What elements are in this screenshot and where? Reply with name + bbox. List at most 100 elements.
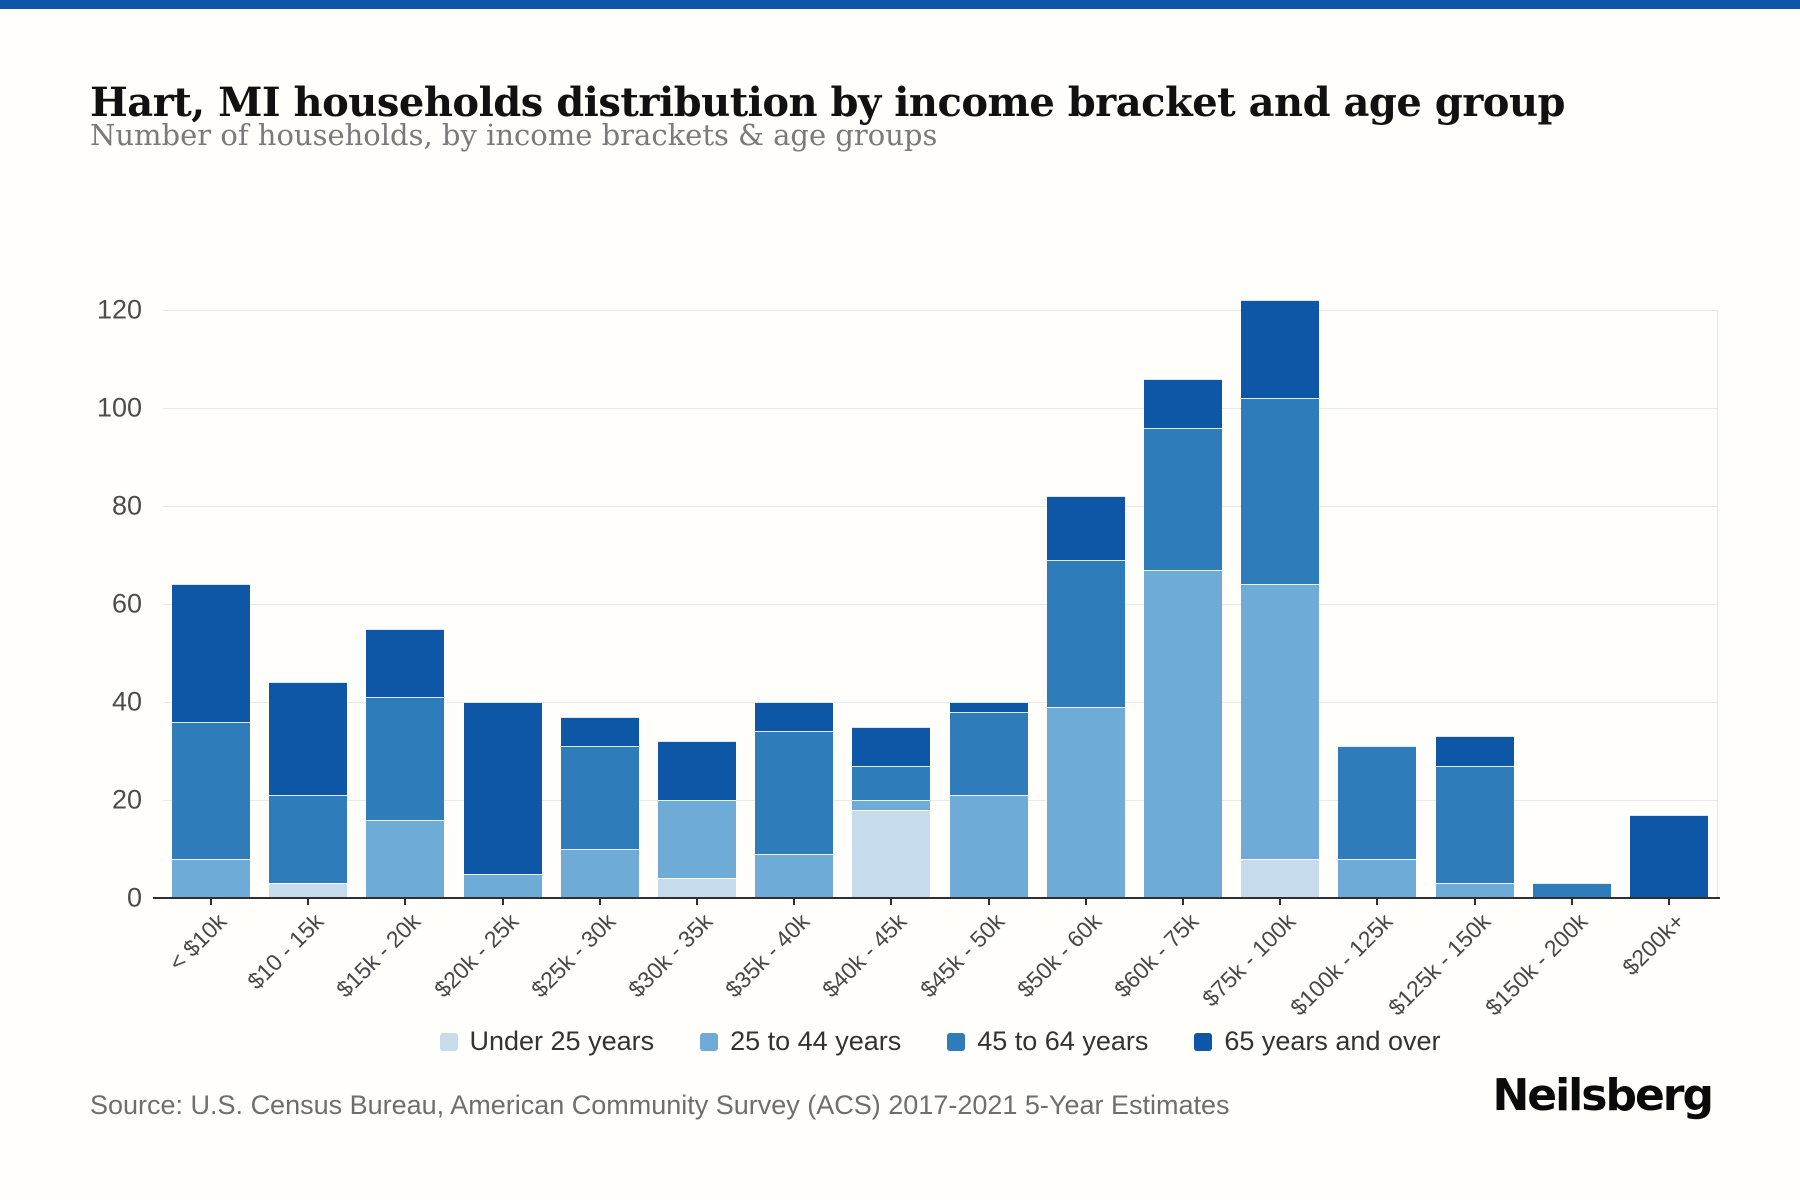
bar-segment[interactable]	[366, 819, 445, 898]
x-axis-tick	[1376, 898, 1379, 905]
legend-item-65-years-and-over[interactable]: 65 years and over	[1194, 1026, 1441, 1057]
legend-label: 25 to 44 years	[730, 1026, 902, 1056]
bar-segment[interactable]	[463, 873, 542, 898]
y-gridline	[163, 604, 1717, 605]
bar-$25k - 30k	[560, 0, 639, 898]
bar-segment[interactable]	[1046, 706, 1125, 898]
bar-segment[interactable]	[1241, 584, 1320, 859]
bar-segment[interactable]	[366, 697, 445, 820]
bar-segment[interactable]	[560, 716, 639, 747]
bar-segment[interactable]	[1046, 496, 1125, 560]
bar-segment[interactable]	[269, 883, 348, 898]
y-gridline	[163, 702, 1717, 703]
bar-segment[interactable]	[949, 702, 1028, 712]
plot-right-border	[1717, 310, 1718, 898]
legend-swatch-icon	[700, 1032, 719, 1051]
bar-segment[interactable]	[755, 853, 834, 898]
bar-segment[interactable]	[852, 809, 931, 898]
bar-segment[interactable]	[1144, 378, 1222, 428]
bar-segment[interactable]	[1630, 814, 1708, 898]
bar-segment[interactable]	[1241, 398, 1320, 585]
bar-segment[interactable]	[949, 795, 1028, 898]
x-axis-tick	[1668, 898, 1670, 905]
neilsberg-logo: Neilsberg	[1492, 1070, 1714, 1121]
bar-segment[interactable]	[1144, 427, 1222, 570]
bar-$50k - 60k	[1046, 0, 1125, 898]
bar-segment[interactable]	[658, 878, 736, 898]
legend-swatch-icon	[947, 1032, 966, 1051]
bar-segment[interactable]	[755, 702, 834, 732]
bar-segment[interactable]	[658, 741, 736, 800]
y-gridline	[163, 506, 1717, 507]
bar-$150k - 200k	[1532, 0, 1611, 898]
bar-segment[interactable]	[852, 800, 931, 810]
y-axis-tick-label: 40	[111, 686, 142, 717]
x-axis-tick	[793, 898, 796, 905]
x-axis-tick	[890, 898, 893, 905]
x-axis-category-label: $100k - 125k	[1285, 908, 1398, 1021]
bar-$125k - 150k	[1435, 0, 1514, 898]
bar-segment[interactable]	[172, 721, 250, 859]
bar-$10 - 15k	[269, 0, 348, 898]
bar-segment[interactable]	[269, 795, 348, 884]
y-axis-tick-label: 120	[96, 294, 142, 325]
bar-segment[interactable]	[1435, 765, 1514, 884]
x-axis-category-label: $45k - 50k	[914, 908, 1009, 1003]
y-gridline	[163, 310, 1717, 311]
bar-segment[interactable]	[852, 765, 931, 800]
bar-$20k - 25k	[463, 0, 542, 898]
bar-segment[interactable]	[949, 711, 1028, 796]
x-axis-category-label: $75k - 100k	[1197, 908, 1301, 1012]
bar-$30k - 35k	[658, 0, 736, 898]
bar-segment[interactable]	[366, 628, 445, 698]
bar-segment[interactable]	[1241, 858, 1320, 898]
page-title: Hart, MI households distribution by inco…	[90, 78, 1566, 126]
bar-segment[interactable]	[1435, 736, 1514, 766]
x-axis-category-label: $40k - 45k	[817, 908, 912, 1003]
x-axis-category-label: $125k - 150k	[1382, 908, 1495, 1021]
bar-segment[interactable]	[172, 858, 250, 898]
legend-item-25-to-44-years[interactable]: 25 to 44 years	[700, 1026, 901, 1057]
bar-segment[interactable]	[1532, 883, 1611, 898]
y-gridline	[163, 408, 1717, 409]
bar-segment[interactable]	[560, 746, 639, 849]
y-axis-tick-label: 80	[111, 490, 142, 521]
x-axis-category-label: $200k+	[1617, 908, 1690, 981]
legend-swatch-icon	[1194, 1032, 1213, 1051]
y-axis-tick-label: 60	[111, 588, 142, 619]
bar-segment[interactable]	[269, 682, 348, 796]
x-axis-tick	[1570, 898, 1573, 905]
bar-segment[interactable]	[658, 800, 736, 879]
legend-item-under-25-years[interactable]: Under 25 years	[439, 1026, 654, 1057]
bar-segment[interactable]	[1046, 559, 1125, 707]
bar-$15k - 20k	[366, 0, 445, 898]
brand-top-stripe	[0, 0, 1800, 9]
x-axis-tick	[598, 898, 601, 905]
bar-segment[interactable]	[560, 849, 639, 898]
bar-segment[interactable]	[1144, 569, 1222, 898]
chart-legend: Under 25 years 25 to 44 years 45 to 64 yea…	[163, 1026, 1717, 1057]
bar-$200k+	[1630, 0, 1708, 898]
bar-$60k - 75k	[1144, 0, 1222, 898]
bar-$100k - 125k	[1338, 0, 1417, 898]
bar-$35k - 40k	[755, 0, 834, 898]
x-axis-category-label: $20k - 25k	[428, 908, 523, 1003]
bar-segment[interactable]	[852, 726, 931, 766]
x-axis-tick	[1182, 898, 1184, 905]
bar-segment[interactable]	[463, 702, 542, 874]
y-axis-tick-label: 100	[96, 392, 142, 423]
bar-segment[interactable]	[1435, 883, 1514, 898]
legend-item-45-to-64-years[interactable]: 45 to 64 years	[947, 1026, 1148, 1057]
x-axis-tick	[307, 898, 310, 905]
x-axis-category-label: $25k - 30k	[525, 908, 621, 1003]
bar-segment[interactable]	[1338, 858, 1417, 898]
bar-segment[interactable]	[1241, 300, 1320, 399]
x-axis-category-label: $50k - 60k	[1011, 908, 1107, 1003]
x-axis-line	[153, 897, 1720, 899]
bar-segment[interactable]	[755, 731, 834, 854]
source-note: Source: U.S. Census Bureau, American Com…	[90, 1090, 1230, 1120]
bar-segment[interactable]	[172, 584, 250, 722]
x-axis-category-label: $35k - 40k	[720, 908, 815, 1003]
bar-segment[interactable]	[1338, 746, 1417, 859]
